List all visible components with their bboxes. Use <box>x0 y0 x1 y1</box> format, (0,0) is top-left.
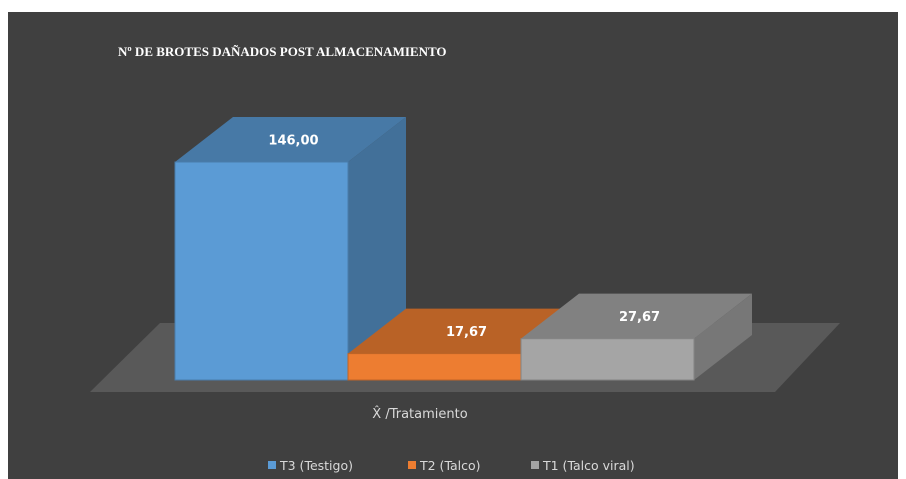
data-label: 17,67 <box>446 325 487 340</box>
bar-side <box>348 117 406 380</box>
bar-top <box>175 117 406 162</box>
data-label: 27,67 <box>619 310 660 325</box>
x-axis-label: X̂ /Tratamiento <box>372 407 467 422</box>
legend-label: T3 (Testigo) <box>279 458 353 473</box>
bar <box>174 161 349 381</box>
chart-title: Nº DE BROTES DAÑADOS POST ALMACENAMIENTO <box>118 44 447 59</box>
legend-label: T1 (Talco viral) <box>542 458 635 473</box>
bar <box>347 353 522 381</box>
legend-swatch <box>531 461 539 469</box>
bar-top <box>521 293 752 339</box>
legend-swatch <box>408 461 416 469</box>
legend-swatch <box>268 461 276 469</box>
chart-background <box>8 12 898 479</box>
bar <box>520 338 695 381</box>
data-label: 146,00 <box>268 134 318 149</box>
legend-label: T2 (Talco) <box>419 458 481 473</box>
bar-side <box>694 293 752 380</box>
